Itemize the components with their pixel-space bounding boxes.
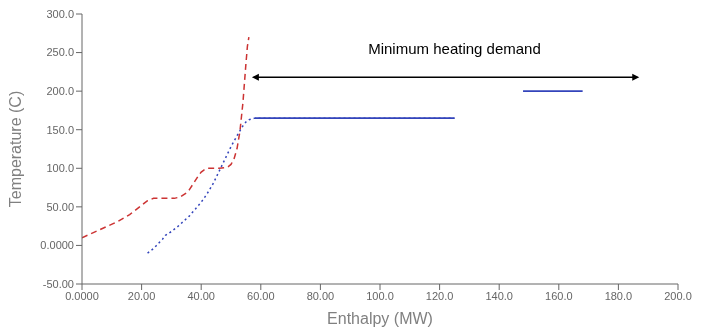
svg-text:300.0: 300.0 [46, 8, 74, 20]
svg-text:20.00: 20.00 [128, 290, 156, 302]
svg-text:250.0: 250.0 [46, 46, 74, 58]
svg-text:Enthalpy (MW): Enthalpy (MW) [327, 310, 433, 327]
svg-text:200.0: 200.0 [664, 290, 692, 302]
svg-text:0.0000: 0.0000 [40, 239, 74, 251]
svg-text:60.00: 60.00 [247, 290, 275, 302]
svg-text:120.0: 120.0 [426, 290, 454, 302]
svg-text:140.0: 140.0 [485, 290, 513, 302]
svg-text:50.00: 50.00 [46, 201, 74, 213]
svg-text:100.0: 100.0 [46, 162, 74, 174]
svg-text:150.0: 150.0 [46, 124, 74, 136]
svg-text:0.0000: 0.0000 [65, 290, 99, 302]
svg-text:Temperature (C): Temperature (C) [8, 91, 24, 207]
svg-text:180.0: 180.0 [605, 290, 633, 302]
svg-text:80.00: 80.00 [307, 290, 335, 302]
svg-text:100.0: 100.0 [366, 290, 394, 302]
svg-text:40.00: 40.00 [187, 290, 215, 302]
svg-text:160.0: 160.0 [545, 290, 573, 302]
svg-text:-50.00: -50.00 [43, 278, 74, 290]
svg-text:200.0: 200.0 [46, 85, 74, 97]
svg-text:Minimum heating demand: Minimum heating demand [368, 40, 541, 57]
